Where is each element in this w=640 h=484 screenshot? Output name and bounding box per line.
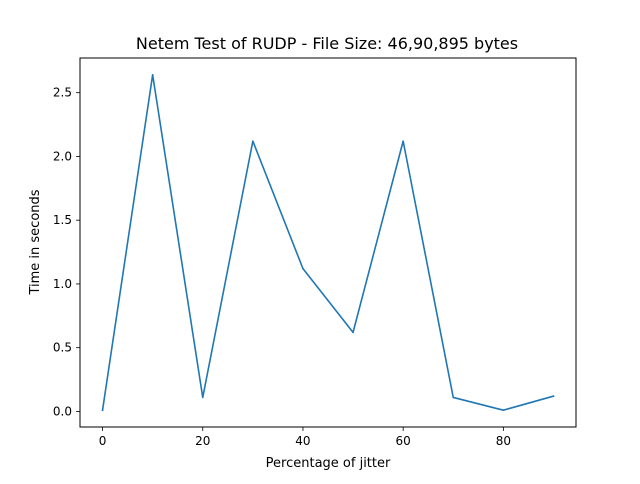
data-point [201,396,204,399]
y-tick-label: 1.0 [53,277,72,291]
plot-frame [79,57,577,428]
data-point [151,74,154,76]
y-axis-label: Time in seconds [28,189,43,295]
data-point [101,409,104,411]
x-tick-label: 60 [396,434,411,448]
x-tick-label: 20 [195,434,210,448]
data-point [302,267,304,270]
y-tick-label: 2.0 [53,149,72,163]
data-point [252,140,254,142]
y-axis: 0.0 0.5 1.0 1.5 2.0 2.5 [53,86,80,418]
x-axis-label: Percentage of jitter [266,456,391,471]
y-tick-label: 0.0 [53,404,72,418]
y-tick-label: 1.5 [53,213,72,227]
y-tick-label: 0.5 [53,341,72,355]
chart-title: Netem Test of RUDP - File Size: 46,90,89… [136,34,518,53]
x-tick-label: 0 [99,434,107,448]
x-axis: 0 20 40 60 80 [99,427,511,448]
data-point [552,395,555,397]
x-tick-label: 40 [295,434,310,448]
y-tick-label: 2.5 [53,86,72,100]
x-tick-label: 80 [496,434,511,448]
data-point [452,396,455,399]
plot-area [101,74,555,412]
series-line-0 [101,74,555,412]
data-point [502,409,505,411]
data-point [402,140,404,142]
data-point [352,331,354,334]
